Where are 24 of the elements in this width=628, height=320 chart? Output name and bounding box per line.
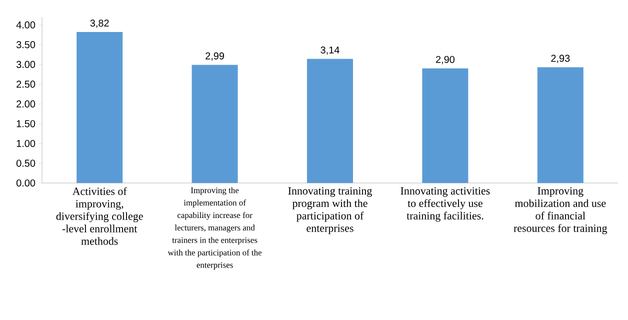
data-label: 2,93 xyxy=(551,54,570,64)
bar xyxy=(422,68,468,183)
x-tick-label: Innovating training program with the participation of enterprises xyxy=(288,187,372,234)
x-tick-label: Improving mobilization and use of financial resources for training xyxy=(514,187,608,234)
y-tick-label: 4.00 xyxy=(16,21,36,28)
y-tick-label: 2.00 xyxy=(16,100,36,108)
y-tick-label: 1.50 xyxy=(16,120,36,128)
bar xyxy=(76,32,123,183)
y-tick-label: 1.00 xyxy=(16,140,36,147)
y-tick-label: 0.00 xyxy=(16,179,36,187)
data-label: 2,99 xyxy=(206,52,224,61)
bar xyxy=(537,67,584,183)
bar xyxy=(307,58,353,183)
y-tick-label: 2.50 xyxy=(16,80,36,88)
x-tick-label: Activities of improving, diversifying college -level enrollment methods xyxy=(56,187,143,245)
bar xyxy=(192,64,238,183)
y-tick-label: 3.50 xyxy=(16,41,36,48)
x-tick-label: Improving the implementation of capability increase for lecturers, managers and trainers in the enterprises with the participation of the enterprises xyxy=(168,187,262,270)
data-label: 3,14 xyxy=(320,46,340,55)
x-tick-label: Innovating activities to effectively use training facilities. xyxy=(400,187,490,222)
y-tick-label: 0.50 xyxy=(16,160,36,167)
y-tick-label: 3.00 xyxy=(16,60,36,68)
data-label: 3,82 xyxy=(90,20,109,28)
data-label: 2,90 xyxy=(436,56,455,64)
